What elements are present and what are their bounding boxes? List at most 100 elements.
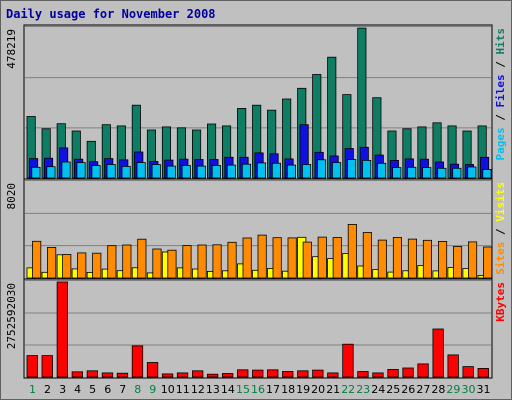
legend: Sites / Visits (494, 182, 507, 275)
x-tick-label: 29 (446, 383, 460, 396)
bar-sites-day-15 (242, 237, 252, 279)
x-tick-label: 25 (386, 383, 400, 396)
bar-kbytes-day-31 (477, 367, 489, 378)
bar-kbytes-day-15 (237, 369, 249, 378)
x-tick-label: 14 (221, 383, 235, 396)
bar-kbytes-day-21 (327, 372, 339, 378)
bar-pages-day-3 (61, 161, 71, 179)
bar-kbytes-day-18 (282, 371, 294, 378)
x-tick-label: 27 (416, 383, 430, 396)
legend-separator: / (494, 222, 507, 242)
bar-pages-day-22 (347, 159, 357, 179)
bar-kbytes-day-6 (101, 372, 114, 378)
bar-pages-day-27 (422, 167, 432, 179)
bar-pages-day-7 (121, 165, 131, 179)
bar-kbytes-day-1 (26, 355, 38, 378)
bar-kbytes-day-26 (402, 367, 414, 378)
x-tick-label: 16 (251, 383, 265, 396)
bar-pages-day-23 (362, 159, 372, 179)
x-tick-label: 30 (462, 383, 476, 396)
ymax-label: 478219 (5, 29, 18, 69)
x-tick-label: 1 (29, 383, 36, 396)
bar-sites-day-13 (212, 244, 222, 279)
bar-kbytes-day-29 (447, 354, 459, 378)
bar-kbytes-day-22 (342, 343, 354, 378)
legend-visits: Visits (494, 182, 507, 222)
x-tick-label: 10 (161, 383, 175, 396)
bar-pages-day-1 (31, 166, 41, 179)
ymax-label: 8020 (5, 183, 18, 210)
legend-kbytes: KBytes (494, 282, 507, 322)
bar-kbytes-day-25 (387, 368, 399, 378)
bar-sites-day-16 (257, 234, 267, 279)
bar-kbytes-day-24 (372, 372, 384, 378)
bar-pages-day-26 (407, 166, 417, 179)
bar-pages-day-4 (76, 162, 86, 179)
x-tick-label: 18 (281, 383, 295, 396)
bar-sites-day-14 (227, 241, 237, 279)
bar-kbytes-day-3 (56, 281, 68, 378)
bar-pages-day-5 (91, 165, 101, 179)
bar-kbytes-day-4 (71, 371, 83, 378)
bar-pages-day-6 (106, 164, 116, 179)
legend-hits: Hits (494, 28, 507, 55)
bar-pages-day-30 (467, 166, 477, 179)
bar-kbytes-day-13 (206, 373, 219, 378)
bar-pages-day-25 (392, 167, 402, 179)
legend-separator: / (494, 108, 507, 128)
x-tick-label: 21 (326, 383, 340, 396)
legend-separator: / (494, 55, 507, 75)
bar-kbytes-day-11 (176, 372, 189, 378)
x-tick-label: 20 (311, 383, 325, 396)
bar-pages-day-24 (377, 162, 387, 179)
bar-sites-day-29 (452, 246, 463, 279)
bar-kbytes-day-17 (267, 369, 279, 378)
bar-sites-day-9 (152, 248, 162, 279)
bar-pages-day-10 (166, 165, 176, 179)
bar-sites-day-30 (467, 241, 478, 279)
bar-kbytes-day-10 (161, 373, 174, 378)
x-tick-label: 31 (477, 383, 491, 396)
bar-pages-day-8 (136, 162, 146, 179)
bar-kbytes-day-20 (312, 369, 324, 378)
bar-sites-day-7 (122, 244, 132, 279)
panel-3: 2752592030 KBytes (5, 278, 507, 379)
bar-kbytes-day-12 (191, 370, 204, 378)
bar-sites-day-23 (362, 232, 372, 279)
bar-sites-day-20 (317, 236, 327, 279)
x-tick-label: 8 (134, 383, 141, 396)
bar-kbytes-day-16 (252, 369, 264, 378)
bar-kbytes-day-19 (297, 370, 309, 378)
bar-pages-day-11 (181, 165, 191, 179)
bar-sites-day-25 (392, 237, 402, 279)
bar-sites-day-22 (347, 223, 357, 279)
x-tick-label: 24 (371, 383, 385, 396)
bar-sites-day-8 (137, 238, 147, 279)
bar-sites-day-11 (182, 245, 192, 279)
bar-pages-day-19 (301, 164, 312, 179)
x-tick-label: 15 (236, 383, 250, 396)
bar-kbytes-day-9 (146, 362, 159, 378)
bar-sites-day-31 (483, 246, 493, 279)
x-tick-label: 12 (191, 383, 205, 396)
ymax-label: 2752592030 (5, 283, 18, 349)
bar-kbytes-day-30 (462, 366, 474, 378)
bar-pages-day-13 (211, 165, 221, 179)
x-tick-label: 17 (266, 383, 280, 396)
bar-sites-day-2 (47, 246, 57, 279)
legend: KBytes (494, 282, 507, 322)
x-tick-label: 11 (176, 383, 190, 396)
x-tick-label: 7 (119, 383, 126, 396)
bar-kbytes-day-7 (116, 372, 129, 378)
bar-kbytes-day-23 (357, 371, 369, 378)
x-tick-label: 2 (44, 383, 51, 396)
bar-pages-day-31 (482, 169, 492, 179)
bar-sites-day-3 (62, 254, 72, 279)
x-axis: 1 2 3 4 5 6 7 8 9 10 11 12 13 14 15 16 17 18 19 20 21 22 23 24 2… (29, 383, 491, 396)
bar-kbytes-day-2 (41, 355, 53, 378)
x-tick-label: 19 (296, 383, 310, 396)
x-tick-label: 13 (206, 383, 220, 396)
bar-pages-day-28 (437, 167, 447, 179)
x-tick-label: 4 (74, 383, 81, 396)
